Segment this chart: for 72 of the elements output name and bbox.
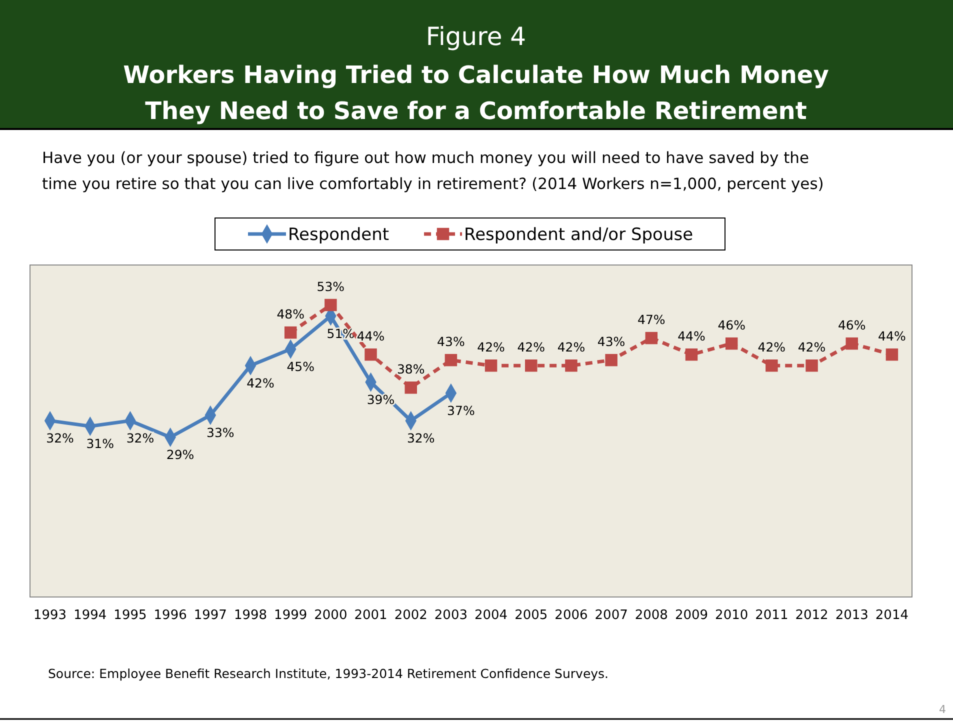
x-tick-label: 1995 <box>114 608 147 624</box>
x-tick-label: 2000 <box>314 608 348 624</box>
data-label: 46% <box>838 318 866 333</box>
point <box>886 348 898 361</box>
data-label: 42% <box>517 340 546 355</box>
data-label: 42% <box>758 340 786 355</box>
x-tick-label: 2004 <box>474 608 508 624</box>
point <box>364 348 377 361</box>
data-label: 48% <box>276 306 305 322</box>
point <box>525 359 538 372</box>
data-label: 44% <box>356 328 385 344</box>
x-tick-label: 1999 <box>274 608 308 624</box>
chart-title: Figure 4 <box>426 22 526 51</box>
text: Workers Having Tried to Calculate How Much Money <box>123 61 829 89</box>
legend-label: Respondent <box>288 225 390 245</box>
source-note: Source: Employee Benefit Research Institute, 1993-2014 Retirement Confidence Surveys. <box>48 666 609 681</box>
data-label: 38% <box>396 362 425 377</box>
x-tick-label: 2011 <box>755 608 788 624</box>
x-tick-label: 2006 <box>554 608 588 624</box>
data-label: 33% <box>206 425 234 440</box>
data-label: 43% <box>597 334 626 350</box>
x-tick-label: 2009 <box>674 608 708 624</box>
x-tick-label: 2001 <box>354 608 388 624</box>
point <box>484 359 498 372</box>
data-label: 45% <box>286 359 315 374</box>
data-label: 32% <box>406 430 435 446</box>
text: 4 <box>939 703 946 716</box>
x-tick-label: 2012 <box>795 608 828 624</box>
data-label: 42% <box>477 340 506 355</box>
point <box>846 337 858 350</box>
point <box>685 348 698 361</box>
x-tick-label: 1997 <box>194 608 227 624</box>
x-tick-label: 2008 <box>634 608 668 624</box>
data-label: 37% <box>447 403 475 418</box>
legend-label: Respondent and/or Spouse <box>464 225 694 245</box>
point <box>806 359 818 372</box>
data-label: 47% <box>638 312 666 328</box>
data-label: 44% <box>878 328 906 344</box>
x-tick-label: 1994 <box>74 608 107 624</box>
data-label: 44% <box>678 328 706 344</box>
x-tick-label: 1998 <box>234 608 268 624</box>
data-label: 32% <box>126 430 154 446</box>
data-label: 32% <box>46 430 74 446</box>
point <box>766 359 778 372</box>
point <box>565 359 578 372</box>
point <box>645 332 658 344</box>
x-tick-label: 2010 <box>715 608 748 624</box>
data-label: 42% <box>246 376 275 391</box>
text: time you retire so that you can live comfortably in retirement? (2014 Workers n=1,000, percent yes) <box>42 175 824 193</box>
point <box>284 326 297 339</box>
data-label: 53% <box>316 279 345 294</box>
point <box>605 354 618 366</box>
data-label: 42% <box>557 340 586 355</box>
x-tick-label: 1996 <box>154 608 187 624</box>
point <box>444 354 458 366</box>
data-label: 31% <box>86 436 114 452</box>
point <box>725 337 738 350</box>
text: They Need to Save for a Comfortable Retirement <box>145 97 807 125</box>
x-tick-label: 2014 <box>875 608 908 624</box>
x-tick-label: 2002 <box>394 608 428 624</box>
x-tick-label: 2007 <box>594 608 628 624</box>
point <box>404 382 417 394</box>
data-label: 29% <box>166 447 194 462</box>
x-tick-label: 2013 <box>835 608 868 624</box>
x-tick-label: 1993 <box>34 608 67 624</box>
x-tick-label: 2003 <box>434 608 468 624</box>
data-label: 43% <box>437 334 465 350</box>
text: Have you (or your spouse) tried to figure out how much money you will need to have saved by the <box>42 149 810 167</box>
data-label: 46% <box>718 318 746 333</box>
point <box>324 298 337 312</box>
x-tick-label: 2005 <box>514 608 548 624</box>
data-label: 42% <box>798 340 826 355</box>
